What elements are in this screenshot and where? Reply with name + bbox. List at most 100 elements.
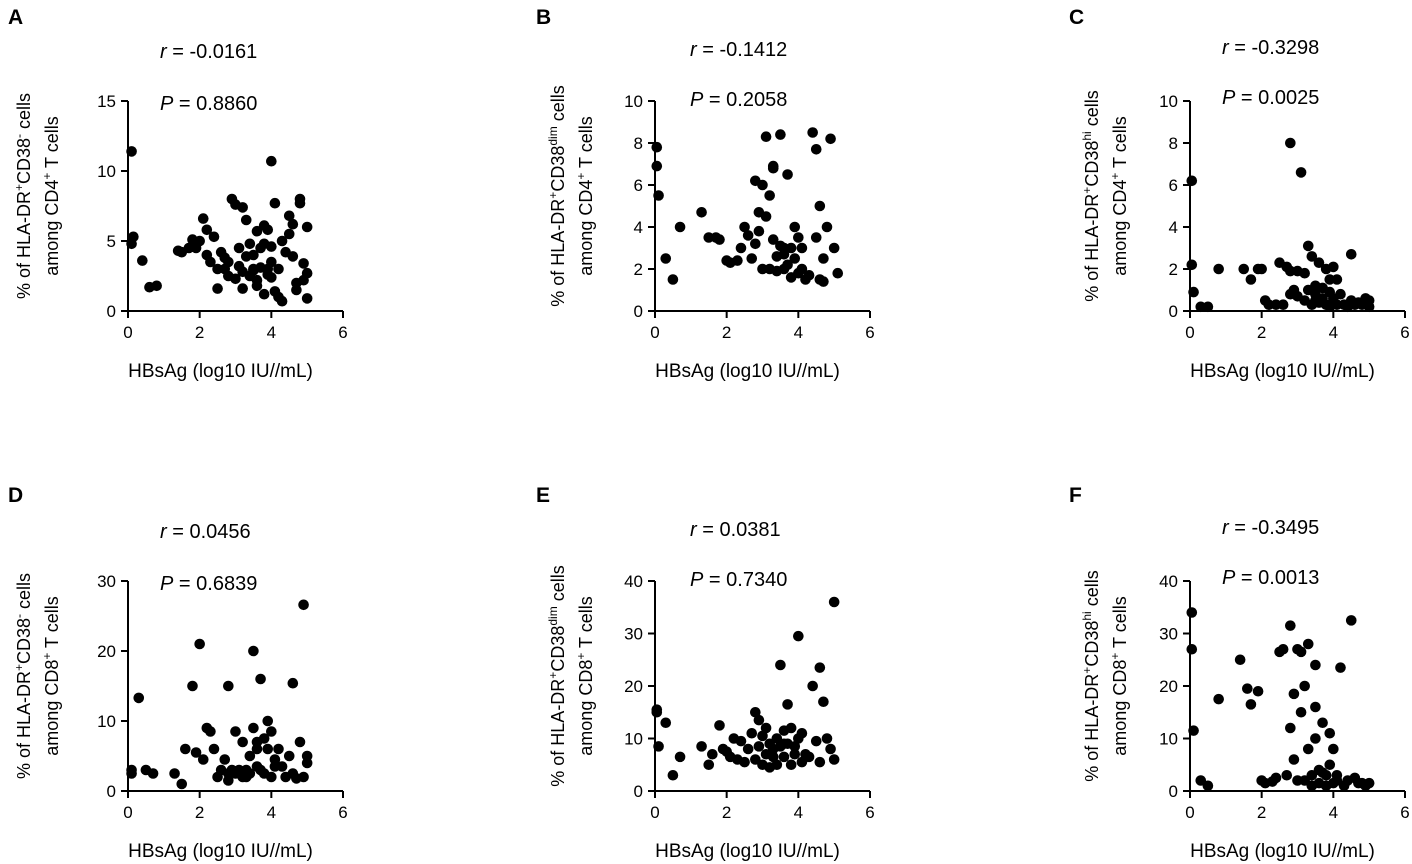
- data-point: [828, 754, 840, 765]
- x-tick-label: 6: [338, 323, 347, 342]
- data-point: [223, 680, 234, 692]
- data-point: [258, 733, 270, 744]
- data-point: [248, 645, 259, 657]
- data-point: [767, 234, 779, 245]
- data-point: [1202, 780, 1214, 792]
- data-point: [1324, 759, 1336, 771]
- y-label-superscript: +: [574, 173, 588, 180]
- data-point: [205, 726, 216, 737]
- y-tick-label: 0: [1169, 782, 1178, 801]
- data-point: [825, 133, 836, 145]
- data-point: [1245, 274, 1257, 285]
- data-point: [126, 146, 137, 157]
- data-point: [1188, 286, 1199, 298]
- data-point: [169, 768, 180, 779]
- data-point: [1331, 775, 1343, 786]
- x-tick-label: 0: [650, 803, 659, 822]
- data-point: [298, 258, 309, 269]
- data-point: [803, 270, 815, 281]
- r-statistic: r = -0.3298: [1222, 37, 1319, 59]
- data-point: [753, 225, 765, 237]
- y-label-text: cells: [14, 573, 34, 614]
- data-point: [1331, 274, 1343, 285]
- y-tick-label: 20: [97, 642, 116, 661]
- data-point: [194, 638, 205, 650]
- y-label-text: T cells: [1110, 596, 1130, 652]
- data-point: [1363, 777, 1375, 789]
- r-statistic: r = 0.0456: [160, 521, 251, 543]
- r-symbol: r: [690, 39, 698, 61]
- data-point: [208, 743, 220, 755]
- r-value: -0.1412: [719, 39, 787, 61]
- data-point: [1285, 620, 1296, 631]
- y-axis-label-line1: % of HLA-DR+CD38hi cells: [1080, 90, 1102, 301]
- data-point: [1310, 701, 1321, 713]
- data-point: [262, 715, 274, 727]
- data-point: [732, 255, 743, 266]
- data-point: [818, 253, 829, 264]
- data-point: [757, 730, 768, 742]
- data-point: [244, 750, 256, 762]
- data-point: [276, 295, 288, 307]
- data-point: [1242, 683, 1253, 694]
- data-point: [1328, 743, 1339, 755]
- y-axis-label-line1: % of HLA-DR+CD38- cells: [12, 93, 34, 299]
- r-value: 0.0381: [719, 519, 780, 541]
- data-point: [283, 210, 295, 222]
- data-point: [1310, 659, 1321, 671]
- data-point: [1324, 286, 1336, 298]
- p-statistic: P = 0.2058: [690, 89, 787, 111]
- r-symbol: r: [690, 519, 698, 541]
- y-label-text: among CD4: [1110, 180, 1130, 276]
- data-point: [248, 249, 259, 261]
- y-label-text: T cells: [576, 116, 596, 172]
- data-point: [1288, 754, 1300, 765]
- data-point: [301, 221, 313, 233]
- data-point: [1328, 261, 1339, 273]
- data-point: [266, 771, 277, 783]
- data-point: [233, 242, 245, 254]
- data-point: [667, 769, 679, 781]
- data-point: [273, 743, 284, 755]
- y-label-text: cells: [1082, 90, 1102, 131]
- data-point: [197, 754, 209, 765]
- panel-b: Br = -0.1412 P = 0.2058 0 2 4 6 0 2 4 6 8 10 HBsAg (…: [536, 6, 875, 382]
- x-tick-label: 6: [1400, 323, 1409, 342]
- data-point: [807, 680, 818, 692]
- data-point: [814, 756, 826, 768]
- r-equals: =: [697, 519, 720, 541]
- data-point: [821, 221, 833, 233]
- data-point: [269, 197, 281, 209]
- x-axis-label: HBsAg (log10 IU//mL): [128, 841, 313, 862]
- x-tick-label: 2: [1257, 803, 1266, 822]
- y-tick-label: 10: [97, 712, 116, 731]
- r-equals: =: [697, 39, 720, 61]
- x-tick-label: 2: [195, 323, 204, 342]
- data-point: [803, 751, 815, 763]
- data-point: [1186, 643, 1198, 655]
- data-point: [266, 241, 277, 252]
- data-point: [746, 253, 758, 264]
- r-equals: =: [167, 41, 190, 63]
- data-point: [653, 190, 664, 201]
- data-point: [796, 242, 808, 254]
- data-point: [707, 748, 718, 760]
- panel-letter: F: [1069, 484, 1082, 507]
- data-point: [653, 741, 664, 752]
- y-tick-label: 30: [1159, 625, 1178, 644]
- data-point: [262, 224, 274, 236]
- r-value: -0.0161: [189, 41, 257, 63]
- y-label-text: % of HLA-DR: [1082, 674, 1102, 782]
- data-point: [714, 234, 725, 245]
- data-point: [251, 225, 263, 237]
- y-tick-label: 0: [107, 302, 116, 321]
- data-point: [660, 717, 672, 729]
- data-point: [133, 692, 145, 704]
- p-value: 0.0025: [1258, 87, 1319, 109]
- y-tick-label: 4: [1169, 218, 1178, 237]
- x-tick-label: 2: [1257, 323, 1266, 342]
- data-point: [818, 276, 829, 287]
- data-point: [1202, 301, 1214, 313]
- x-axis-label: HBsAg (log10 IU//mL): [1190, 361, 1375, 382]
